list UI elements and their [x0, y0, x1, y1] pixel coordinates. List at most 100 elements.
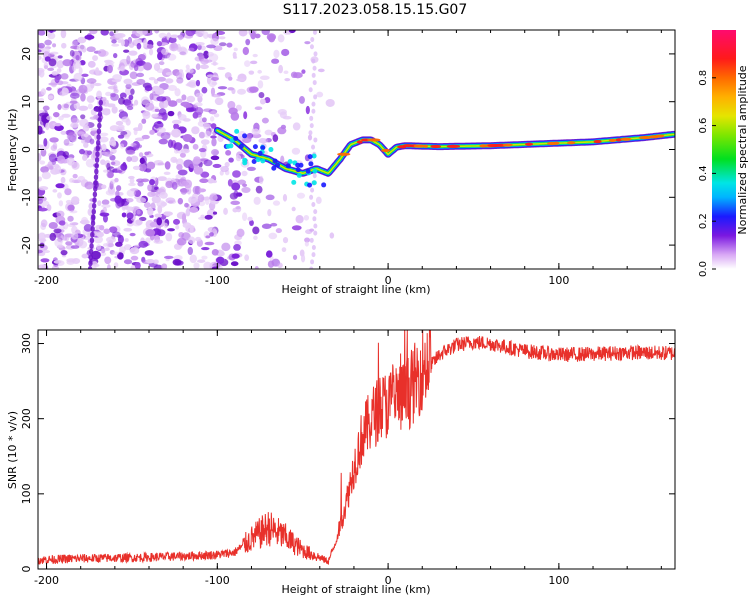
spectrogram-cell [247, 216, 253, 222]
spectrogram-cell [56, 60, 64, 69]
spectrogram-cell [205, 235, 211, 239]
spectrogram-cell [61, 42, 67, 49]
spectrogram-cell [93, 185, 98, 192]
spectrogram-cell [192, 143, 199, 150]
spectrogram-cell [178, 69, 184, 73]
spectrogram-cell [107, 64, 113, 74]
spectrogram-cell [264, 129, 273, 136]
spectrogram-cell [78, 66, 83, 75]
spectrogram-cell [329, 232, 335, 239]
spectrogram-cell [305, 168, 311, 174]
spectrogram-cell [80, 133, 87, 140]
spectrogram-cell [40, 166, 49, 173]
spectral-ridge-peak [620, 137, 632, 141]
spectrogram-cell [309, 194, 314, 200]
spectrogram-cell [167, 200, 174, 204]
spectrogram-cell [52, 122, 62, 127]
spectrogram-cell [258, 92, 265, 99]
spectrogram-cell [217, 66, 226, 70]
spectrogram-cell [52, 111, 60, 118]
spectrogram-cell [252, 144, 258, 150]
spectrogram-cell [136, 197, 147, 204]
spectrogram-cell [99, 132, 109, 137]
snr-xtick-label: 100 [548, 574, 569, 587]
spectrogram-cell [45, 122, 50, 131]
spectrogram-cell [163, 211, 173, 216]
spectrogram-cell [194, 107, 204, 116]
spectrogram-cell [156, 40, 163, 47]
spectral-ridge-peak [381, 148, 391, 153]
spectrogram-cell [161, 48, 169, 55]
spectrogram-cell [154, 213, 163, 218]
spectrogram-cell [154, 108, 160, 112]
spectrogram-cell [100, 30, 109, 36]
spectrogram-cell [49, 137, 59, 143]
spectrogram-cell [198, 131, 206, 139]
spectrogram-cell [83, 224, 93, 232]
spectrogram-cell [65, 199, 73, 204]
spectrogram-cell [313, 51, 318, 57]
spectrogram-cell [128, 50, 138, 56]
spectrogram-cell [143, 62, 153, 71]
spectrogram-y-axis-label: Frequency (Hz) [6, 109, 19, 192]
spectrogram-cell [206, 33, 214, 38]
spectrogram-cell [148, 48, 154, 56]
spectrogram-cell [101, 143, 107, 152]
spectrogram-cell [40, 88, 46, 96]
spectrogram-cell [140, 96, 150, 106]
spectrogram-cell [57, 244, 64, 249]
spectrogram-cell [97, 116, 102, 123]
spectrogram-cell [217, 86, 228, 90]
spectrogram-cell [195, 41, 205, 46]
spectral-ridge-peak [423, 144, 428, 148]
spectrogram-cell [125, 102, 134, 107]
colorbar-ticks: 0.0 0.2 0.4 0.6 0.8 [698, 70, 716, 277]
spectrogram-cell [201, 86, 208, 94]
spectrogram-cell [112, 251, 119, 256]
spectrogram-xtick-label: 100 [548, 274, 569, 287]
spectrogram-cell [259, 75, 270, 81]
spectrogram-cell [78, 148, 85, 155]
spectrogram-cell [63, 103, 69, 109]
spectrogram-cell [136, 42, 142, 50]
spectrogram-cell [167, 53, 177, 61]
spectrogram-cell [291, 147, 301, 155]
spectrogram-cell [313, 94, 318, 100]
spectrogram-cell [304, 241, 309, 247]
spectrogram-cell [87, 60, 96, 68]
spectrogram-cell [111, 231, 121, 238]
spectrogram-cell [158, 61, 165, 66]
spectrogram-cell [48, 221, 58, 229]
spectrogram-cell [117, 134, 125, 139]
spectrogram-cell [197, 44, 202, 51]
spectrogram-cell [195, 79, 201, 87]
spectrogram-cell [93, 174, 99, 181]
spectrogram-cell [146, 161, 156, 170]
spectrogram-cell [291, 225, 302, 231]
spectrogram-cell [206, 74, 216, 78]
spectrogram-cell [47, 67, 55, 72]
spectrogram-cell [254, 106, 263, 110]
spectrogram-cell [120, 39, 125, 47]
spectrogram-cell [156, 68, 164, 74]
spectrogram-cell [153, 78, 159, 85]
spectrogram-cell [185, 64, 190, 70]
spectrogram-cell [311, 201, 316, 207]
spectrogram-cell [283, 70, 289, 75]
spectrogram-cell [71, 258, 81, 265]
spectrogram-cell [230, 261, 239, 267]
spectrogram-cell [316, 91, 324, 98]
spectrogram-cell [57, 192, 62, 199]
spectrogram-cell [57, 104, 62, 111]
spectrogram-cell [97, 122, 102, 129]
spectrogram-cell [200, 171, 210, 178]
spectrogram-cell [91, 202, 97, 209]
spectrogram-ytick-label: -20 [20, 236, 33, 254]
spectrogram-cell [69, 92, 80, 99]
spectrogram-cell [151, 113, 159, 118]
spectrogram-cell [257, 150, 263, 156]
spectrogram-cell [141, 118, 147, 124]
spectrogram-cell [203, 261, 212, 269]
spectrogram-cell [235, 206, 241, 210]
